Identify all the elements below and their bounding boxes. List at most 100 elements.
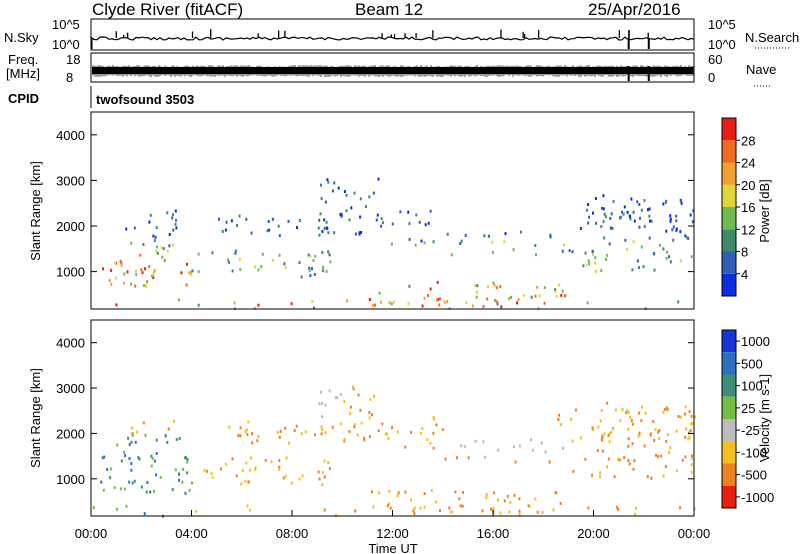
data-cell (311, 299, 314, 303)
freq-unit-label: [MHz] (6, 66, 40, 81)
data-cell (211, 251, 214, 255)
data-cell (321, 415, 324, 419)
x-tick-label: 12:00 (376, 526, 409, 541)
data-cell (414, 243, 417, 247)
data-cell (131, 433, 134, 437)
data-cell (108, 279, 111, 282)
data-cell (320, 183, 322, 187)
data-cell (615, 505, 618, 509)
data-cell (418, 220, 421, 224)
data-cell (691, 456, 694, 460)
data-cell (487, 285, 489, 289)
data-cell (599, 471, 602, 475)
data-cell (423, 241, 426, 245)
data-cell (596, 449, 599, 453)
data-cell (688, 431, 691, 435)
data-cell (231, 457, 234, 461)
data-cell (324, 431, 327, 435)
data-cell (535, 253, 537, 257)
data-cell (127, 436, 130, 440)
data-cell (167, 427, 170, 431)
data-cell (359, 215, 362, 219)
data-cell (211, 475, 214, 479)
data-cell (630, 419, 633, 422)
data-cell (345, 209, 348, 213)
data-cell (518, 444, 521, 448)
velocity-y-tick-label: 4000 (56, 336, 85, 351)
power-colorbar-tick-label: 28 (741, 133, 755, 148)
data-cell (246, 432, 249, 436)
data-cell (387, 436, 390, 440)
data-cell (136, 430, 138, 434)
data-cell (144, 433, 147, 437)
data-cell (318, 477, 321, 481)
data-cell (271, 258, 274, 262)
data-cell (691, 454, 693, 458)
data-cell (460, 444, 463, 448)
data-cell (153, 239, 156, 242)
data-cell (622, 212, 625, 216)
data-cell (410, 498, 412, 502)
data-cell (224, 228, 227, 232)
power-panel-frame (90, 111, 695, 310)
data-cell (101, 456, 104, 460)
data-cell (459, 504, 462, 508)
data-cell (552, 508, 555, 512)
data-cell (356, 433, 359, 437)
data-cell (504, 232, 507, 236)
data-cell (152, 276, 155, 280)
data-cell (314, 433, 316, 437)
data-cell (368, 435, 371, 438)
data-cell (554, 288, 557, 292)
data-cell (689, 213, 692, 217)
data-cell (540, 441, 543, 445)
data-cell (321, 483, 324, 487)
data-cell (432, 446, 435, 450)
velocity-y-axis-label: Slant Range [km] (28, 368, 43, 468)
data-cell (381, 422, 384, 426)
data-cell (600, 409, 603, 413)
data-cell (329, 260, 332, 264)
data-cell (594, 261, 597, 265)
data-cell (690, 470, 693, 474)
data-cell (155, 438, 158, 442)
data-cell (116, 443, 119, 447)
chart-title: Clyde River (fitACF) (92, 0, 243, 19)
data-cell (131, 481, 134, 485)
data-cell (588, 262, 591, 266)
data-cell (493, 283, 496, 287)
data-cell (109, 467, 112, 471)
data-cell (662, 474, 665, 478)
data-cell (325, 269, 328, 273)
data-cell (668, 255, 670, 259)
data-cell (627, 437, 630, 441)
data-cell (238, 214, 241, 218)
data-cell (555, 295, 558, 299)
data-cell (182, 467, 185, 471)
data-cell (166, 249, 169, 253)
data-cell (472, 304, 474, 308)
data-cell (600, 438, 603, 442)
data-cell (643, 199, 646, 203)
data-cell (549, 233, 552, 237)
data-cell (462, 491, 464, 494)
data-cell (508, 297, 510, 301)
data-cell (300, 275, 303, 279)
data-cell (430, 488, 433, 492)
data-cell (499, 511, 502, 515)
data-cell (672, 238, 675, 242)
data-cell (103, 455, 106, 459)
nsearch-label: N.Search (745, 30, 799, 45)
data-cell (638, 411, 641, 415)
data-cell (317, 470, 320, 474)
data-cell (665, 229, 668, 233)
data-cell (652, 420, 655, 423)
data-cell (264, 458, 267, 462)
data-cell (606, 401, 609, 405)
power-colorbar-tick-label: 12 (741, 222, 755, 237)
data-cell (246, 504, 249, 508)
data-cell (600, 225, 603, 229)
data-cell (372, 505, 375, 509)
data-cell (686, 236, 689, 240)
data-cell (443, 300, 446, 304)
